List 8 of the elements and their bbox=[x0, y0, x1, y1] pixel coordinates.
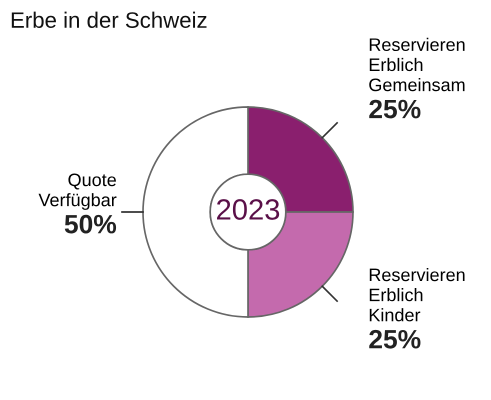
slice-label: Reservieren Erblich Gemeinsam bbox=[369, 38, 464, 92]
slice-label: Quote Verfügbar bbox=[38, 173, 116, 210]
data-label: 25% bbox=[369, 100, 420, 118]
data-label: 25% bbox=[369, 330, 420, 349]
slice-label: Reservieren Erblich Kinder bbox=[370, 268, 464, 322]
text: 2023 bbox=[217, 199, 280, 220]
data-label: 50% bbox=[64, 214, 116, 234]
chart-title: Erbe in der Schweiz bbox=[12, 12, 207, 28]
